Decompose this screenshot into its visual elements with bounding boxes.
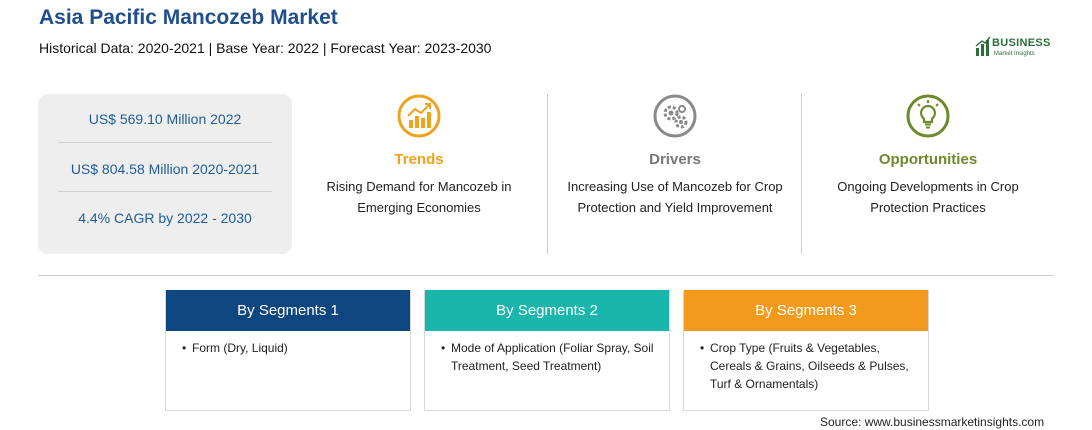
feature-trends: Trends Rising Demand for Mancozeb in Eme… bbox=[304, 94, 534, 218]
stats-panel: US$ 569.10 Million 2022 US$ 804.58 Milli… bbox=[38, 94, 292, 254]
segment-card-3: By Segments 3 Crop Type (Fruits & Vegeta… bbox=[683, 290, 929, 411]
stat-divider bbox=[58, 142, 272, 143]
stat-cagr: 4.4% CAGR by 2022 - 2030 bbox=[78, 210, 252, 226]
segment-3-item: Crop Type (Fruits & Vegetables, Cereals … bbox=[700, 339, 914, 393]
stat-market-value-historical: US$ 804.58 Million 2020-2021 bbox=[70, 161, 260, 177]
logo-mark-icon bbox=[975, 36, 991, 56]
segment-3-title: By Segments 3 bbox=[684, 290, 928, 331]
brand-logo[interactable]: BUSINESS Market Insights bbox=[975, 34, 1065, 64]
page-title: Asia Pacific Mancozeb Market bbox=[39, 6, 338, 29]
stat-divider bbox=[58, 191, 272, 192]
segment-1-title: By Segments 1 bbox=[166, 290, 410, 331]
segment-3-body: Crop Type (Fruits & Vegetables, Cereals … bbox=[684, 331, 928, 393]
segment-card-2: By Segments 2 Mode of Application (Folia… bbox=[424, 290, 670, 411]
segment-2-body: Mode of Application (Foliar Spray, Soil … bbox=[425, 331, 669, 375]
lightbulb-icon bbox=[906, 94, 950, 138]
feature-trends-description: Rising Demand for Mancozeb in Emerging E… bbox=[326, 179, 512, 215]
growth-chart-icon bbox=[397, 94, 441, 138]
segment-2-item: Mode of Application (Foliar Spray, Soil … bbox=[441, 339, 655, 375]
feature-drivers: Drivers Increasing Use of Mancozeb for C… bbox=[560, 94, 790, 218]
feature-drivers-description: Increasing Use of Mancozeb for Crop Prot… bbox=[567, 179, 783, 215]
feature-trends-label: Trends bbox=[394, 151, 444, 168]
segment-1-item: Form (Dry, Liquid) bbox=[182, 339, 396, 357]
section-divider bbox=[38, 275, 1054, 276]
feature-drivers-label: Drivers bbox=[649, 151, 701, 168]
divider bbox=[547, 94, 548, 254]
feature-opportunities-description: Ongoing Developments in Crop Protection … bbox=[837, 179, 1019, 215]
logo-tagline: Market Insights bbox=[994, 51, 1035, 57]
feature-opportunities: Opportunities Ongoing Developments in Cr… bbox=[813, 94, 1043, 218]
gears-icon bbox=[653, 94, 697, 138]
segment-1-body: Form (Dry, Liquid) bbox=[166, 331, 410, 357]
segment-2-title: By Segments 2 bbox=[425, 290, 669, 331]
page-subtitle: Historical Data: 2020-2021 | Base Year: … bbox=[39, 40, 492, 56]
logo-name: BUSINESS bbox=[992, 37, 1051, 49]
feature-opportunities-label: Opportunities bbox=[878, 151, 978, 168]
divider bbox=[801, 94, 802, 254]
source-citation: Source: www.businessmarketinsights.com bbox=[820, 415, 1045, 429]
segment-card-1: By Segments 1 Form (Dry, Liquid) bbox=[165, 290, 411, 411]
stat-market-value-2022: US$ 569.10 Million 2022 bbox=[88, 111, 242, 127]
